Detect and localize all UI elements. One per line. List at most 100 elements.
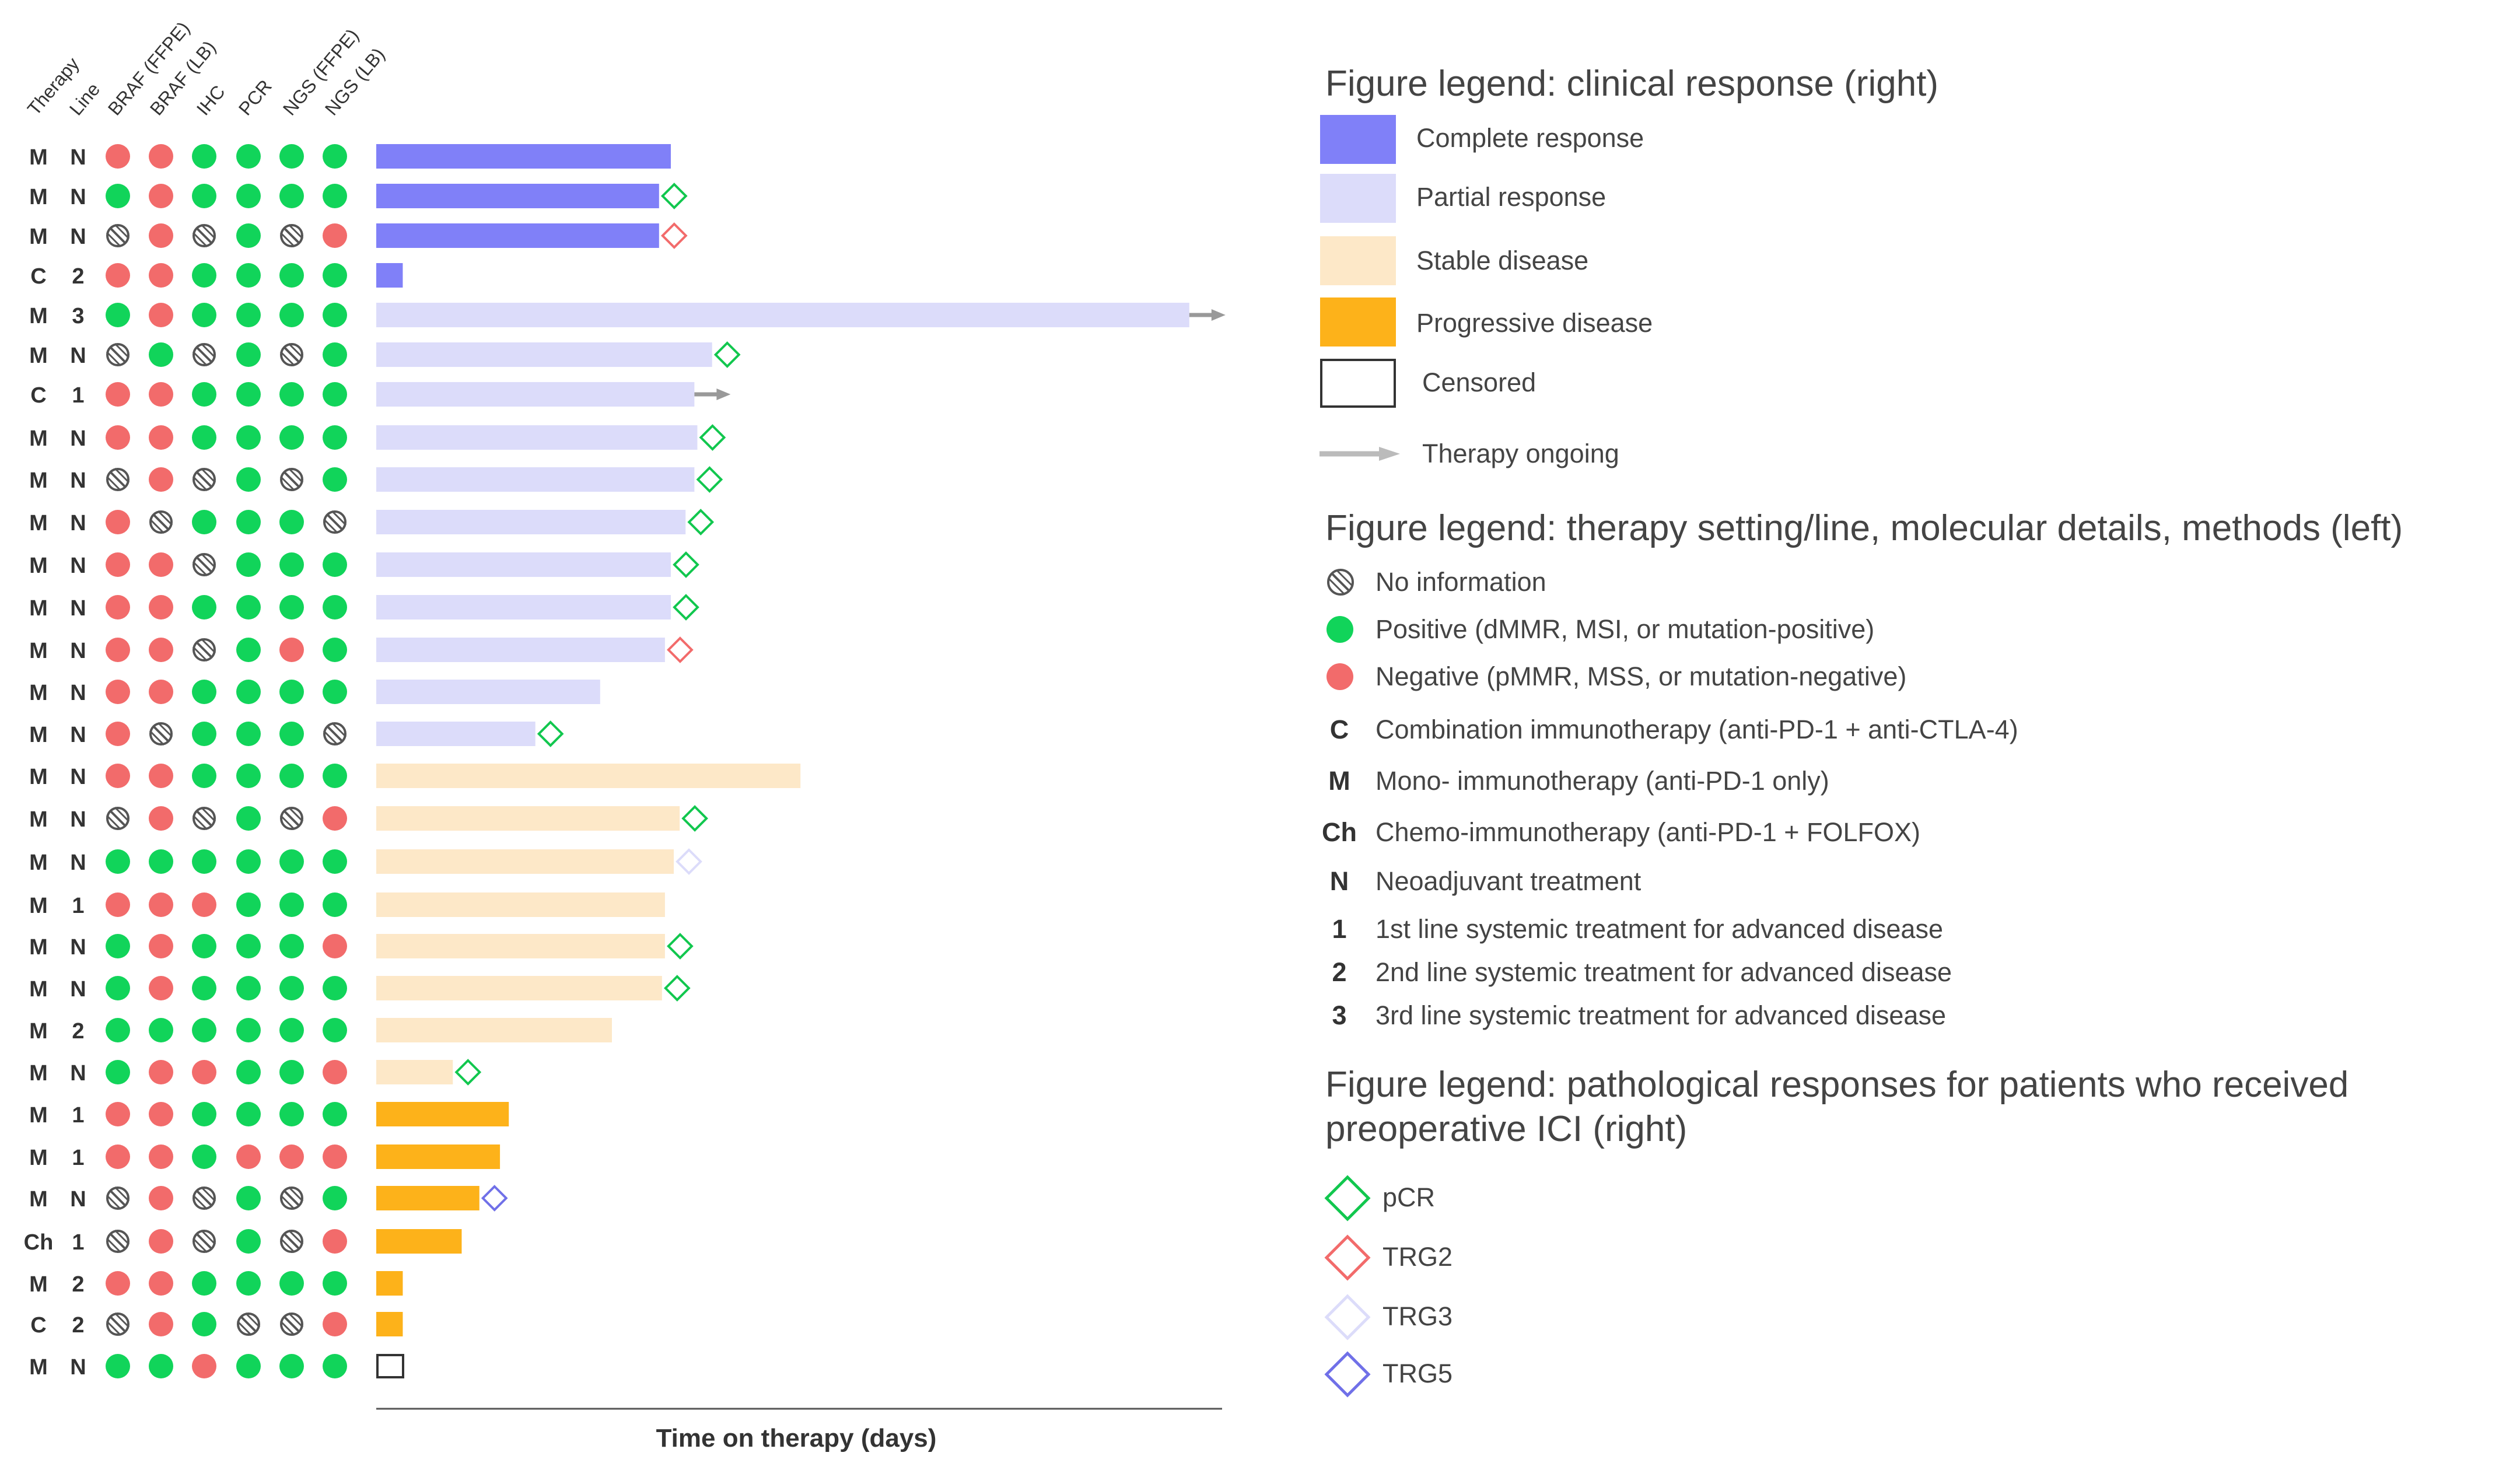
positive-marker [323, 263, 347, 288]
no-info-marker [323, 722, 347, 746]
line-label: 2 [72, 1019, 84, 1044]
negative-marker [106, 722, 130, 746]
positive-marker [279, 764, 304, 788]
positive-marker [106, 1354, 130, 1378]
legend-code-ch: Ch [1322, 817, 1357, 847]
therapy-label: M [29, 1146, 48, 1170]
positive-marker [236, 382, 261, 407]
pathology-diamond-icon [667, 636, 694, 663]
legend-progressive-disease-label: Progressive disease [1416, 308, 1653, 338]
therapy-label: M [29, 344, 48, 368]
no-info-marker [192, 1186, 216, 1210]
line-label: N [70, 468, 86, 493]
line-label: N [70, 807, 86, 832]
therapy-label: M [29, 185, 48, 209]
positive-marker [323, 382, 347, 407]
legend-clinical-title: Figure legend: clinical response (right) [1325, 64, 1939, 104]
positive-marker [192, 144, 216, 169]
positive-marker [192, 382, 216, 407]
positive-marker [323, 184, 347, 208]
negative-marker [106, 425, 130, 450]
positive-marker [236, 1102, 261, 1126]
response-bar [376, 764, 801, 788]
negative-marker [149, 976, 173, 1000]
legend-negative-dot-icon [1326, 663, 1353, 690]
legend-path-title-line2: preoperative ICI (right) [1325, 1109, 1688, 1149]
line-label: 1 [72, 1146, 84, 1170]
pathology-diamond-icon [676, 848, 702, 875]
legend-code-1-label: 1st line systemic treatment for advanced… [1376, 914, 1943, 944]
negative-marker [149, 223, 173, 248]
therapy-label: C [30, 264, 46, 289]
positive-marker [323, 144, 347, 169]
pathology-diamond-icon [681, 805, 708, 832]
positive-marker [323, 1018, 347, 1042]
positive-marker [323, 849, 347, 874]
legend-code-n-label: Neoadjuvant treatment [1376, 866, 1642, 896]
legend-code-1: 1 [1332, 914, 1347, 944]
positive-marker [192, 510, 216, 534]
negative-marker [323, 806, 347, 831]
response-bar [376, 976, 662, 1000]
positive-marker [279, 303, 304, 327]
no-info-marker [192, 638, 216, 662]
positive-marker [149, 849, 173, 874]
therapy-label: M [29, 511, 48, 536]
legend-code-c: C [1329, 715, 1349, 744]
positive-marker [279, 144, 304, 169]
therapy-label: M [29, 977, 48, 1002]
legend-code-2: 2 [1332, 957, 1347, 987]
legend-complete-response-label: Complete response [1416, 123, 1644, 153]
therapy-label: M [29, 807, 48, 832]
response-bar [376, 1144, 501, 1169]
response-bar [376, 1229, 462, 1254]
legend-path-title-line1: Figure legend: pathological responses fo… [1325, 1065, 2349, 1105]
positive-marker [323, 976, 347, 1000]
no-info-marker [106, 342, 130, 367]
line-label: N [70, 554, 86, 578]
positive-marker [149, 1018, 173, 1042]
line-label: 2 [72, 1272, 84, 1297]
response-bar [376, 223, 659, 248]
legend-code-c-label: Combination immunotherapy (anti-PD-1 + a… [1376, 715, 2018, 744]
line-label: N [70, 225, 86, 249]
positive-marker [149, 1354, 173, 1378]
chart-rows: M NM NM NC 2M 3M NC 1M NM NM NM NM NM NM NM NM NM NM NM 1M N… [24, 144, 1226, 1380]
pathology-diamond-icon [673, 551, 699, 578]
negative-marker [323, 934, 347, 958]
therapy-label: M [29, 225, 48, 249]
therapy-label: M [29, 596, 48, 621]
legend-trg2-diamond-icon [1324, 1234, 1371, 1281]
positive-marker [236, 722, 261, 746]
pathology-diamond-icon [667, 933, 694, 960]
no-info-marker [106, 467, 130, 492]
line-label: N [70, 639, 86, 663]
positive-marker [323, 680, 347, 704]
positive-marker [192, 849, 216, 874]
therapy-label: M [29, 894, 48, 918]
no-info-marker [279, 806, 304, 831]
positive-marker [323, 1354, 347, 1378]
positive-marker [236, 552, 261, 577]
pathology-diamond-icon [664, 975, 691, 1002]
therapy-label: M [29, 1187, 48, 1212]
legend-trg5-label: TRG5 [1382, 1359, 1453, 1388]
line-label: 2 [72, 1313, 84, 1338]
positive-marker [279, 382, 304, 407]
positive-marker [279, 425, 304, 450]
negative-marker [149, 595, 173, 620]
legend-partial-response-swatch [1320, 174, 1396, 223]
line-label: N [70, 344, 86, 368]
positive-marker [236, 764, 261, 788]
response-bar [376, 1102, 509, 1126]
